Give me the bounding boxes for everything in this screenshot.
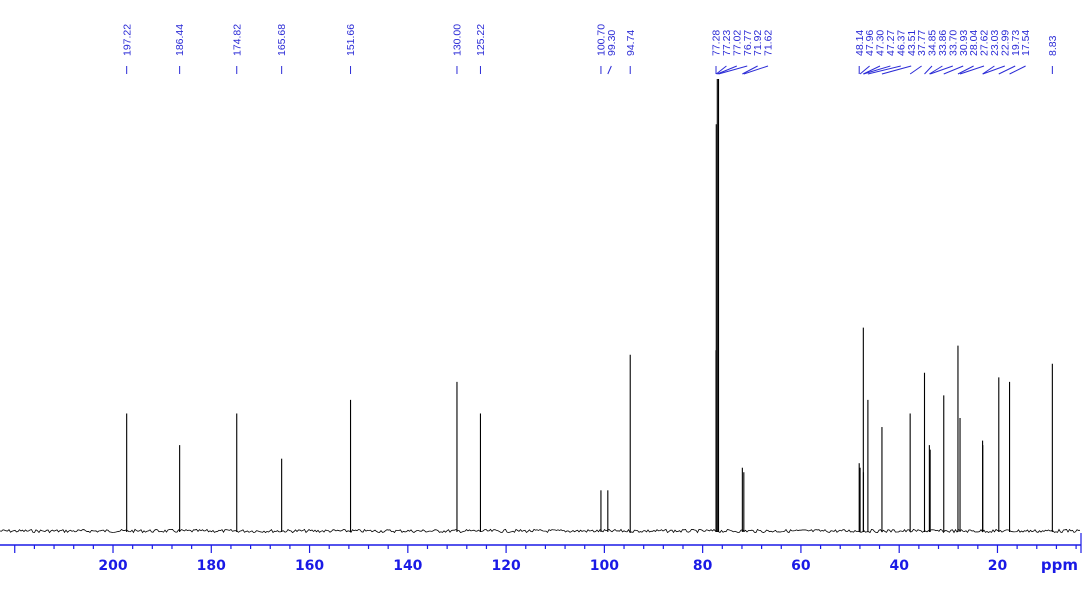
peak-label-connector bbox=[943, 65, 964, 75]
peak-label: 47.30 bbox=[875, 30, 887, 56]
peak-label-connector bbox=[959, 65, 985, 75]
peak-label: 99.30 bbox=[606, 30, 618, 56]
peak-label: 48.14 bbox=[854, 30, 866, 56]
peak-label-connector bbox=[718, 65, 748, 75]
peak-label-connector bbox=[715, 65, 727, 75]
peak-label: 186.44 bbox=[174, 24, 186, 56]
peak-label-connector bbox=[929, 65, 953, 75]
peak-label: 77.02 bbox=[731, 30, 743, 56]
x-axis: 200 180 160 140 120 100 80 60 40 20 bbox=[0, 533, 1082, 574]
peak-label-connector bbox=[929, 65, 943, 75]
x-tick-label: 140 bbox=[393, 558, 422, 574]
peak-label: 77.23 bbox=[721, 30, 733, 56]
x-tick-label: 80 bbox=[693, 558, 713, 574]
x-axis-unit-label: ppm bbox=[1041, 556, 1078, 574]
peak-label-connector bbox=[909, 65, 922, 75]
peak-label-connector bbox=[881, 65, 912, 75]
peak-label-connector bbox=[982, 65, 1005, 75]
x-tick-label: 180 bbox=[197, 558, 226, 574]
x-tick-label: 200 bbox=[98, 558, 127, 574]
peak-label: 47.27 bbox=[885, 30, 897, 56]
x-tick-label: 100 bbox=[590, 558, 619, 574]
peak-label: 46.37 bbox=[895, 30, 907, 56]
peak-label: 23.03 bbox=[989, 30, 1001, 56]
peak-label: 77.28 bbox=[711, 30, 723, 56]
peak-label: 8.83 bbox=[1047, 35, 1059, 56]
peak-label-connector bbox=[982, 65, 995, 75]
x-tick-label: 60 bbox=[791, 558, 811, 574]
peak-label: 125.22 bbox=[475, 24, 487, 56]
peak-label: 71.92 bbox=[752, 30, 764, 56]
peak-label: 34.85 bbox=[927, 30, 939, 56]
peak-label: 165.68 bbox=[276, 24, 288, 56]
peak-label-connector bbox=[717, 65, 738, 75]
peak-label: 94.74 bbox=[625, 30, 637, 56]
peak-label: 43.51 bbox=[906, 30, 918, 56]
peak-label: 100.70 bbox=[596, 24, 608, 56]
peak-label: 130.00 bbox=[452, 24, 464, 56]
peak-label: 27.62 bbox=[979, 30, 991, 56]
peak-label: 71.62 bbox=[763, 30, 775, 56]
peak-label: 197.22 bbox=[121, 24, 133, 56]
peak-label: 30.93 bbox=[958, 30, 970, 56]
peak-label-connector bbox=[867, 65, 901, 75]
peak-label: 22.99 bbox=[999, 30, 1011, 56]
baseline-trace bbox=[0, 528, 1081, 534]
peak-label: 33.86 bbox=[937, 30, 949, 56]
peak-label-connector bbox=[998, 65, 1016, 75]
peak-label-connector bbox=[742, 65, 758, 75]
peak-label: 17.54 bbox=[1020, 30, 1032, 56]
peak-label-connector bbox=[957, 65, 974, 75]
x-tick-label: 20 bbox=[988, 558, 1008, 574]
peak-label: 28.04 bbox=[968, 30, 980, 56]
peak-label: 76.77 bbox=[742, 30, 754, 56]
x-tick-label: 120 bbox=[491, 558, 520, 574]
peak-label: 37.77 bbox=[916, 30, 928, 56]
peak-label: 174.82 bbox=[231, 24, 243, 56]
peak-label-connector bbox=[924, 65, 933, 75]
peak-label: 47.96 bbox=[864, 30, 876, 56]
peak-label-connector bbox=[863, 65, 881, 75]
spectrum-peaks bbox=[126, 79, 1053, 532]
peak-label-connector bbox=[863, 65, 891, 75]
peak-label-connector bbox=[859, 65, 870, 75]
peak-label-connector bbox=[743, 65, 769, 75]
peak-labels: 197.22 186.44 174.82 165.68 151.66 130.00 125.… bbox=[121, 24, 1059, 75]
peak-label: 19.73 bbox=[1010, 30, 1022, 56]
baseline-noise bbox=[0, 528, 1081, 534]
peak-label-connector bbox=[1009, 65, 1026, 75]
peak-label-connector bbox=[607, 65, 612, 75]
peak-label: 33.70 bbox=[947, 30, 959, 56]
x-tick-label: 160 bbox=[295, 558, 324, 574]
x-tick-label: 40 bbox=[889, 558, 909, 574]
peak-label: 151.66 bbox=[345, 24, 357, 56]
